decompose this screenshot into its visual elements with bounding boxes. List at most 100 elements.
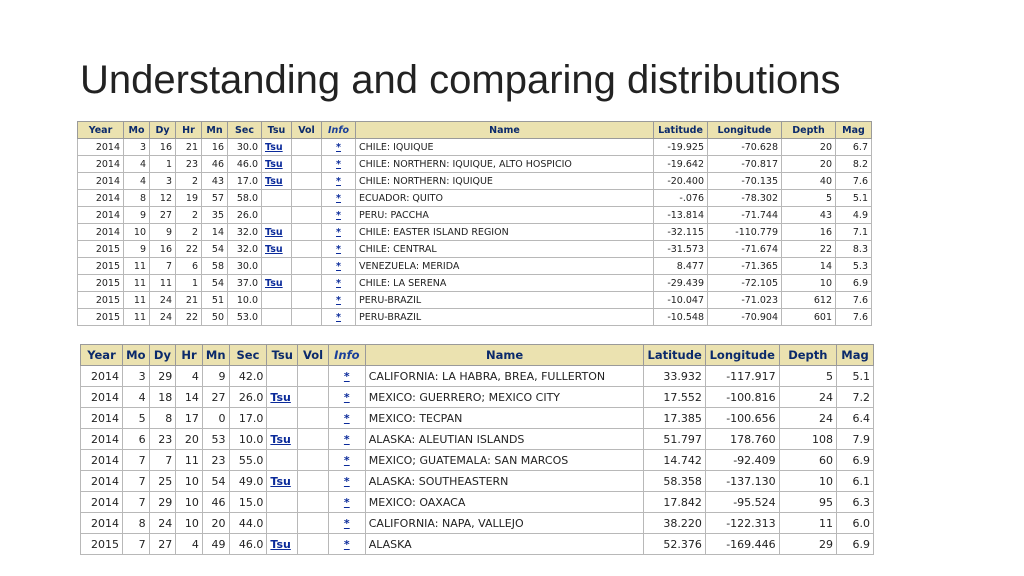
info-link[interactable]: *	[336, 141, 341, 153]
depth-cell: 16	[781, 223, 836, 241]
magnitude-cell: 6.9	[835, 274, 872, 292]
year-cell: 2014	[80, 491, 123, 513]
minute-cell: 35	[201, 206, 228, 224]
location-name-cell: CHILE: NORTHERN: IQUIQUE	[355, 172, 654, 190]
hour-cell: 10	[175, 470, 203, 492]
info-link[interactable]: *	[336, 192, 341, 204]
second-cell: 46.0	[228, 533, 268, 555]
info-link[interactable]: *	[343, 495, 350, 509]
tsunami-link[interactable]: Tsu	[270, 390, 291, 404]
tsunami-cell: Tsu	[261, 138, 292, 156]
second-cell: 30.0	[227, 257, 262, 275]
info-cell: *	[321, 257, 356, 275]
tsunami-link[interactable]: Tsu	[265, 141, 283, 153]
second-cell: 17.0	[227, 172, 262, 190]
table-row: 2015 11 11 1 54 37.0 Tsu * CHILE: LA SERENA -29.4…	[77, 274, 872, 292]
info-link[interactable]: *	[336, 243, 341, 255]
location-name-cell: ALASKA: ALEUTIAN ISLANDS	[364, 428, 645, 450]
volcano-cell	[291, 172, 322, 190]
year-cell: 2015	[77, 308, 124, 326]
month-cell: 8	[123, 189, 150, 207]
info-link[interactable]: *	[343, 390, 350, 404]
latitude-cell: 8.477	[653, 257, 708, 275]
info-link[interactable]: *	[336, 175, 341, 187]
magnitude-cell: 5.1	[836, 365, 874, 387]
column-header-longitude: Longitude	[707, 121, 782, 139]
month-cell: 7	[122, 491, 150, 513]
tsunami-link[interactable]: Tsu	[265, 243, 283, 255]
magnitude-cell: 7.6	[835, 172, 872, 190]
tsunami-link[interactable]: Tsu	[270, 474, 291, 488]
info-link[interactable]: *	[343, 432, 350, 446]
day-cell: 3	[149, 172, 176, 190]
info-link[interactable]: *	[336, 294, 341, 306]
second-cell: 58.0	[227, 189, 262, 207]
info-cell: *	[327, 407, 366, 429]
info-link[interactable]: *	[336, 158, 341, 170]
year-cell: 2014	[77, 206, 124, 224]
table-row: 2015 7 27 4 49 46.0 Tsu * ALASKA 52.376 -169.446 29…	[80, 533, 874, 555]
depth-cell: 95	[778, 491, 838, 513]
second-cell: 46.0	[227, 155, 262, 173]
magnitude-cell: 8.2	[835, 155, 872, 173]
month-cell: 6	[122, 428, 150, 450]
month-cell: 3	[122, 365, 150, 387]
info-link[interactable]: *	[336, 209, 341, 221]
tsunami-link[interactable]: Tsu	[270, 432, 291, 446]
minute-cell: 58	[201, 257, 228, 275]
column-header-hr: Hr	[175, 344, 203, 366]
tsunami-cell: Tsu	[266, 470, 299, 492]
tsunami-cell	[261, 189, 292, 207]
latitude-cell: 58.358	[643, 470, 706, 492]
tsunami-cell	[266, 365, 299, 387]
year-cell: 2015	[80, 533, 123, 555]
longitude-cell: -71.365	[707, 257, 782, 275]
info-cell: *	[321, 206, 356, 224]
magnitude-cell: 6.0	[836, 512, 874, 534]
hour-cell: 4	[175, 533, 203, 555]
table-row: 2014 8 12 19 57 58.0 * ECUADOR: QUITO -.076 -78.3…	[77, 189, 872, 207]
magnitude-cell: 6.3	[836, 491, 874, 513]
tsunami-link[interactable]: Tsu	[265, 226, 283, 238]
tsunami-link[interactable]: Tsu	[265, 158, 283, 170]
magnitude-cell: 5.3	[835, 257, 872, 275]
info-link[interactable]: *	[336, 277, 341, 289]
location-name-cell: MEXICO: OAXACA	[364, 491, 645, 513]
volcano-cell	[291, 257, 322, 275]
info-link[interactable]: *	[336, 260, 341, 272]
table-header-row: Year Mo Dy Hr Mn Sec Tsu Vol Info Name Latitude Lon…	[77, 121, 872, 139]
info-link[interactable]: *	[343, 537, 350, 551]
latitude-cell: 33.932	[643, 365, 706, 387]
tsunami-cell	[261, 206, 292, 224]
year-cell: 2014	[80, 512, 123, 534]
depth-cell: 22	[781, 240, 836, 258]
info-link[interactable]: *	[343, 369, 350, 383]
year-cell: 2014	[80, 365, 123, 387]
hour-cell: 10	[175, 512, 203, 534]
info-link[interactable]: *	[343, 474, 350, 488]
tsunami-cell: Tsu	[261, 223, 292, 241]
info-link[interactable]: *	[343, 411, 350, 425]
location-name-cell: PERU-BRAZIL	[355, 291, 654, 309]
longitude-cell: -71.674	[707, 240, 782, 258]
tsunami-cell	[266, 491, 299, 513]
latitude-cell: -.076	[653, 189, 708, 207]
latitude-cell: 38.220	[643, 512, 706, 534]
month-cell: 4	[122, 386, 150, 408]
tsunami-cell	[261, 308, 292, 326]
info-link[interactable]: *	[343, 516, 350, 530]
column-header-mag: Mag	[836, 344, 874, 366]
info-link[interactable]: *	[336, 226, 341, 238]
tsunami-link[interactable]: Tsu	[265, 277, 283, 289]
info-link[interactable]: *	[343, 453, 350, 467]
hour-cell: 21	[175, 291, 202, 309]
info-link[interactable]: *	[336, 311, 341, 323]
table-row: 2015 9 16 22 54 32.0 Tsu * CHILE: CENTRAL -31.573…	[77, 240, 872, 258]
column-header-vol: Vol	[297, 344, 329, 366]
tsunami-link[interactable]: Tsu	[270, 537, 291, 551]
tsunami-link[interactable]: Tsu	[265, 175, 283, 187]
minute-cell: 54	[201, 470, 230, 492]
longitude-cell: -100.816	[704, 386, 780, 408]
month-cell: 7	[122, 449, 150, 471]
day-cell: 1	[149, 155, 176, 173]
